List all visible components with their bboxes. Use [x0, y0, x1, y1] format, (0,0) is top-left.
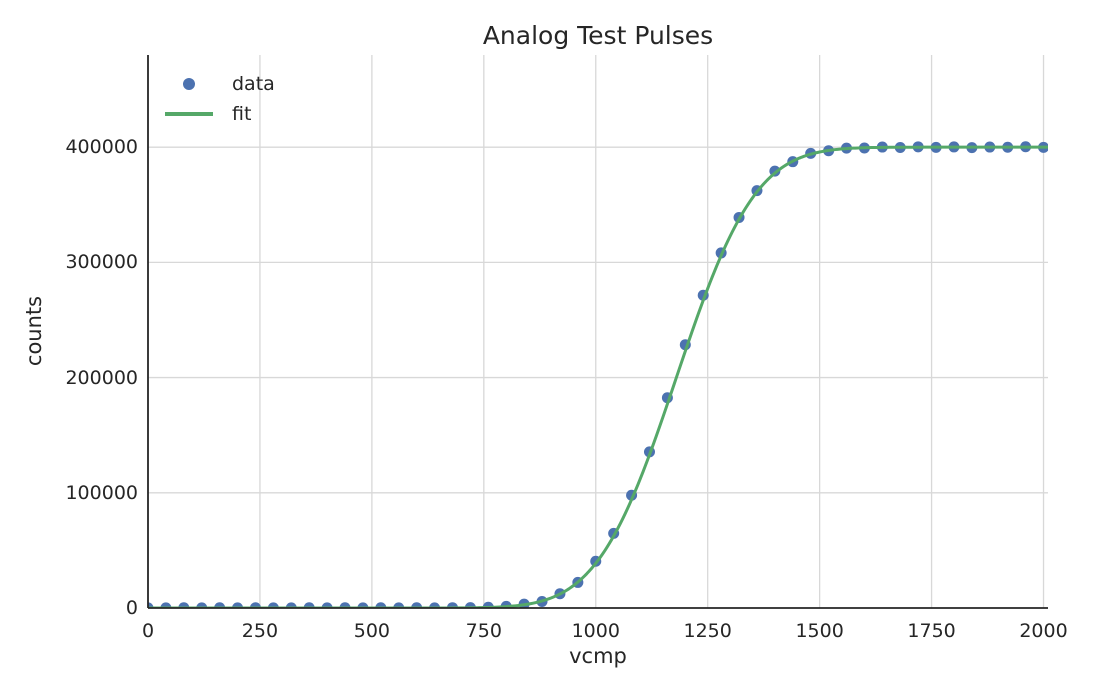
x-tick-label: 1500	[795, 620, 844, 642]
chart-title: Analog Test Pulses	[482, 21, 714, 50]
x-tick-label: 1750	[907, 620, 956, 642]
x-tick-label: 250	[241, 620, 279, 642]
legend-item-fit: fit	[163, 99, 275, 129]
legend-marker-box	[163, 112, 215, 116]
legend-label-data: data	[232, 73, 275, 95]
x-tick-label: 2000	[1019, 620, 1068, 642]
y-tick-label: 200000	[65, 366, 138, 389]
legend-item-data: data	[163, 69, 275, 99]
x-tick-label: 1000	[571, 620, 620, 642]
y-tick-label: 100000	[65, 481, 138, 504]
x-tick-label: 750	[465, 620, 502, 642]
x-tick-label: 1250	[683, 620, 732, 642]
scatter-marker-icon	[183, 78, 195, 90]
fit-line	[148, 145, 1048, 608]
legend-marker-box	[163, 78, 215, 90]
y-tick-label: 400000	[65, 136, 138, 159]
x-tick-label: 500	[353, 620, 390, 642]
legend-label-fit: fit	[232, 103, 252, 125]
y-tick-label: 300000	[65, 251, 138, 274]
y-axis-label: counts	[22, 295, 46, 367]
y-tick-label: 0	[125, 597, 138, 619]
x-axis-label: vcmp	[569, 644, 627, 668]
line-marker-icon	[165, 112, 213, 116]
legend: data fit	[163, 69, 275, 129]
x-tick-label: 0	[141, 620, 155, 642]
